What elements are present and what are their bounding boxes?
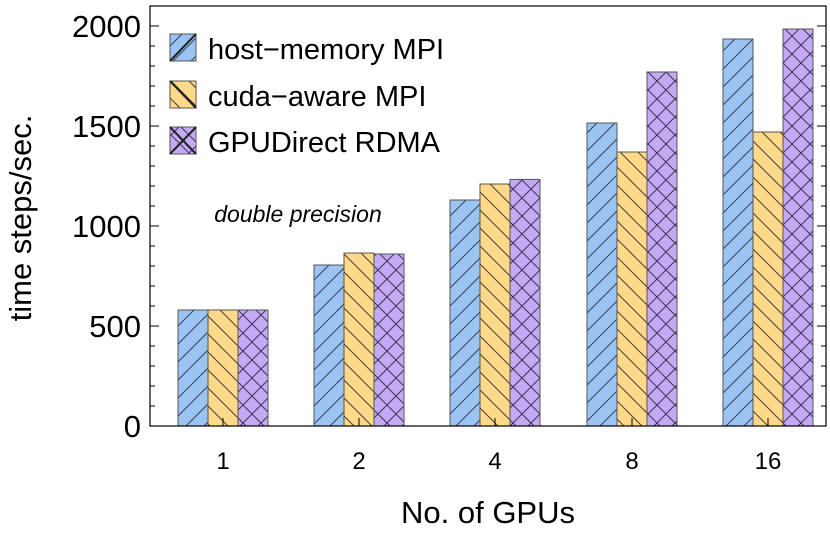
- y-axis-ticks: 0 500 1000 1500 2000: [72, 5, 826, 444]
- x-tick-label: 16: [755, 448, 782, 475]
- y-tick-label: 1000: [72, 209, 141, 244]
- y-tick-label: 2000: [72, 9, 141, 44]
- bar-2-1: [207, 309, 239, 427]
- x-tick-label: 2: [352, 448, 365, 475]
- plot-border: [149, 5, 827, 427]
- legend-entry-1: host−memory MPI: [169, 33, 444, 66]
- legend-entry-2: cuda−aware MPI: [169, 80, 426, 113]
- bar-1-8: [586, 122, 618, 427]
- bar-3-2: [373, 253, 405, 427]
- chart-annotation: double precision: [214, 201, 382, 227]
- x-axis-title: No. of GPUs: [401, 495, 575, 530]
- x-tick-label: 1: [216, 448, 229, 475]
- legend: host−memory MPI cuda−aware MPI GPUDirect R…: [169, 33, 444, 159]
- bar-2-2: [343, 252, 375, 427]
- bar-1-2: [313, 264, 345, 427]
- bar-2-4: [479, 183, 511, 427]
- bar-3-16: [782, 28, 814, 427]
- bar-2-8: [616, 151, 648, 427]
- y-axis-title: time steps/sec.: [3, 115, 38, 322]
- legend-label: cuda−aware MPI: [208, 81, 426, 113]
- bars-group: [177, 28, 814, 427]
- bar-3-1: [237, 309, 269, 427]
- legend-entry-3: GPUDirect RDMA: [169, 126, 441, 159]
- x-tick-label: 4: [488, 448, 501, 475]
- bar-1-1: [177, 309, 209, 427]
- y-tick-label: 1500: [72, 109, 141, 144]
- x-axis-ticks: 1 2 4 8 16: [216, 418, 781, 475]
- bar-3-8: [646, 71, 678, 427]
- bar-1-16: [722, 38, 754, 427]
- y-tick-label: 0: [124, 409, 141, 444]
- y-tick-label: 500: [89, 309, 141, 344]
- bar-2-16: [752, 131, 784, 427]
- legend-label: host−memory MPI: [208, 34, 444, 66]
- bar-1-4: [449, 199, 481, 427]
- x-tick-label: 8: [625, 448, 638, 475]
- legend-label: GPUDirect RDMA: [208, 127, 441, 159]
- bar-3-4: [509, 178, 541, 427]
- plot-frame: [149, 5, 827, 427]
